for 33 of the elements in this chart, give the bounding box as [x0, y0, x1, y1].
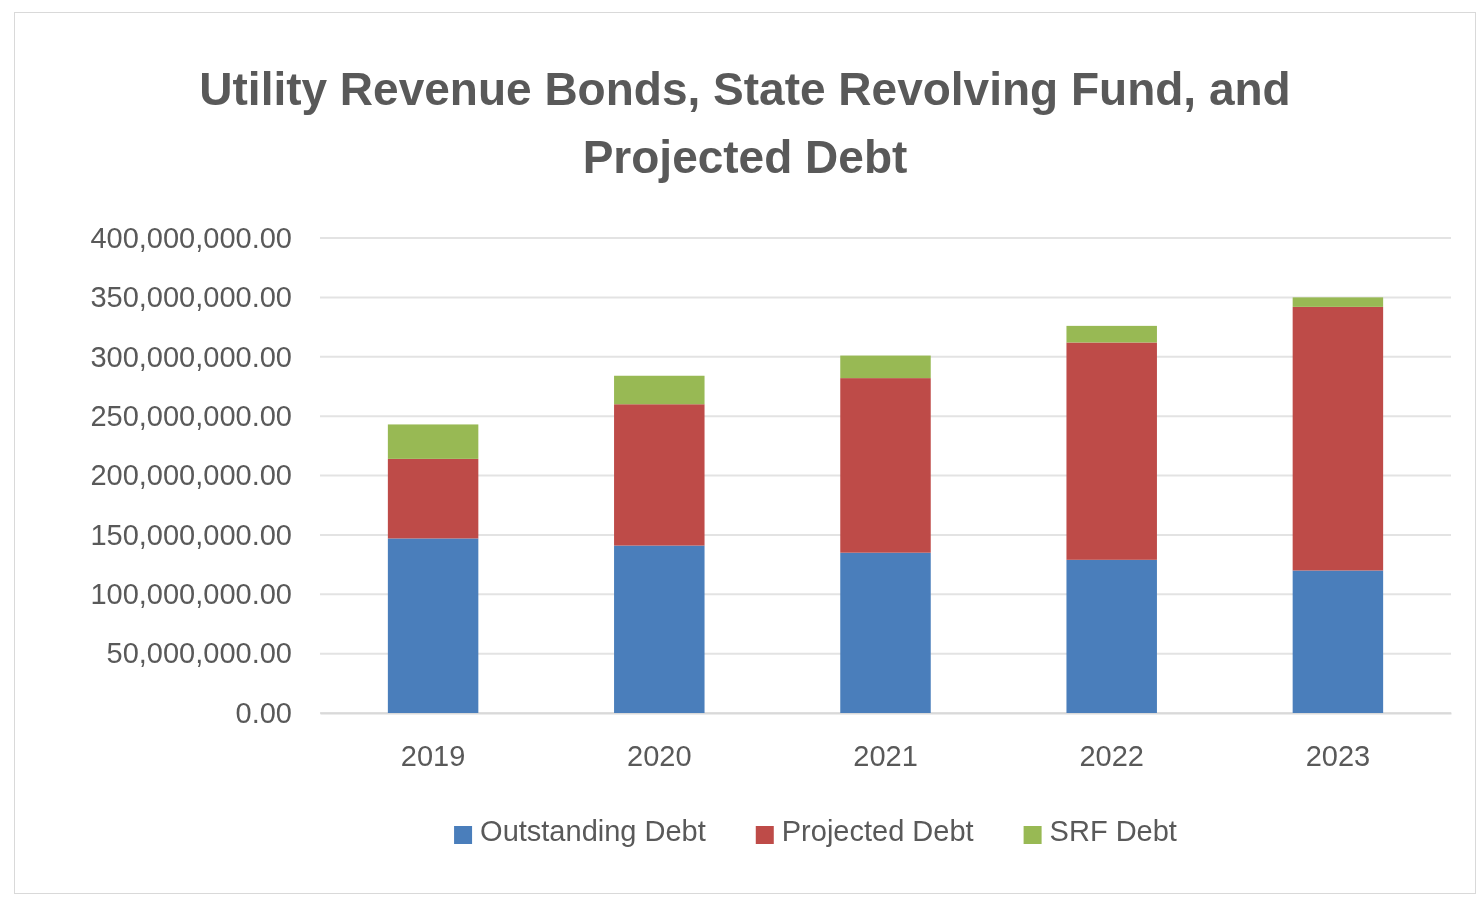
- y-tick-label: 400,000,000.00: [90, 221, 292, 254]
- x-tick-label: 2022: [1079, 739, 1144, 772]
- bar: [387, 424, 479, 459]
- x-tick-label: 2023: [1305, 739, 1371, 772]
- bar: [1066, 325, 1157, 343]
- y-tick-label: 50,000,000.00: [106, 637, 292, 670]
- legend-label: Outstanding Debt: [480, 815, 706, 847]
- bar: [614, 404, 705, 546]
- y-tick-label: 350,000,000.00: [90, 281, 292, 314]
- y-tick-label: 100,000,000.00: [90, 578, 292, 611]
- y-tick-label: 200,000,000.00: [90, 459, 292, 492]
- x-tick-label: 2020: [627, 739, 692, 772]
- bar: [1292, 306, 1384, 571]
- bar: [387, 458, 479, 539]
- bar: [840, 378, 931, 553]
- bar: [387, 538, 479, 713]
- y-tick-label: 0.00: [235, 696, 292, 729]
- chart-title: Utility Revenue Bonds, State Revolving Fund, and Projected Debt: [198, 62, 1292, 185]
- bar: [1066, 342, 1157, 560]
- y-tick-label: 250,000,000.00: [90, 399, 292, 432]
- bar: [1292, 297, 1384, 307]
- y-tick-label: 300,000,000.00: [90, 340, 292, 373]
- bar: [1292, 570, 1384, 713]
- bar: [1066, 559, 1157, 713]
- legend-label: Projected Debt: [781, 815, 974, 847]
- x-tick-label: 2021: [853, 739, 918, 772]
- bar: [840, 552, 931, 713]
- y-tick-label: 150,000,000.00: [90, 518, 292, 551]
- bar: [614, 375, 705, 405]
- x-tick-label: 2019: [400, 739, 466, 772]
- legend-label: SRF Debt: [1049, 815, 1177, 847]
- bar: [614, 545, 705, 713]
- bar: [840, 355, 931, 379]
